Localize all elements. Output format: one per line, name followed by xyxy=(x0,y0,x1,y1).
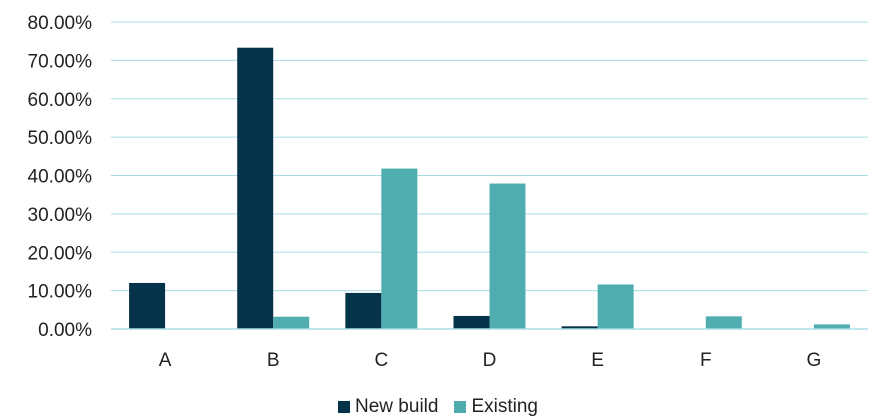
y-tick-label: 80.00% xyxy=(28,13,93,34)
bar-existing xyxy=(381,168,418,329)
legend: New build Existing xyxy=(0,396,876,418)
x-tick-label: A xyxy=(159,350,172,371)
y-tick-label: 20.00% xyxy=(28,243,93,264)
legend-swatch-existing xyxy=(454,401,467,413)
bar-new-build xyxy=(345,292,382,329)
x-tick-label: D xyxy=(483,350,497,371)
bar-existing xyxy=(813,324,850,329)
bar-existing xyxy=(597,284,634,329)
legend-swatch-new-build xyxy=(338,401,351,413)
legend-label-new-build: New build xyxy=(355,396,439,417)
bar-new-build xyxy=(561,326,598,329)
bar-new-build xyxy=(453,315,490,329)
y-tick-label: 10.00% xyxy=(28,282,93,303)
x-tick-label: E xyxy=(591,350,604,371)
x-tick-label: F xyxy=(700,350,712,371)
y-tick-label: 50.00% xyxy=(28,128,93,149)
x-tick-label: G xyxy=(807,350,822,371)
y-tick-label: 30.00% xyxy=(28,205,93,226)
bar-existing xyxy=(273,316,310,329)
bar-existing xyxy=(489,183,526,329)
y-tick-label: 70.00% xyxy=(28,51,93,72)
bar-new-build xyxy=(237,47,274,330)
legend-item-existing: Existing xyxy=(454,396,538,418)
x-tick-label: B xyxy=(267,350,280,371)
y-tick-label: 40.00% xyxy=(28,167,93,188)
legend-item-new-build: New build xyxy=(338,396,438,418)
chart-plot: 0.00% 10.00% 20.00% 30.00% 40.00% 50.00% 60.00… xyxy=(28,13,868,371)
legend-label-existing: Existing xyxy=(471,396,538,417)
x-tick-label: C xyxy=(374,350,388,371)
bar-existing xyxy=(705,316,742,329)
y-tick-label: 60.00% xyxy=(28,90,93,111)
y-tick-label: 0.00% xyxy=(38,320,92,341)
bar-new-build xyxy=(129,282,166,329)
